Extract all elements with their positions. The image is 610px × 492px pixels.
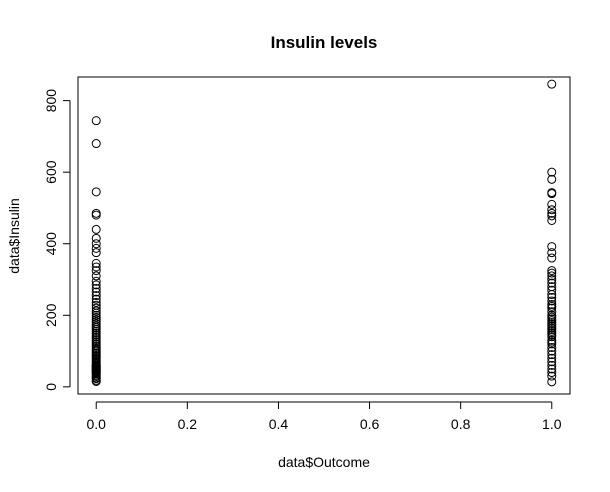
data-point [91, 315, 101, 325]
data-point [91, 294, 101, 304]
data-point [91, 224, 101, 234]
data-point [547, 377, 557, 387]
y-axis: 0 200 400 600 800 [43, 89, 71, 391]
data-point [91, 258, 101, 268]
data-point [547, 174, 557, 184]
data-point [91, 297, 101, 307]
data-point [91, 210, 101, 220]
data-point [547, 350, 557, 360]
data-point [547, 285, 557, 295]
data-point [91, 317, 101, 327]
data-point [547, 353, 557, 363]
data-point [547, 199, 557, 209]
data-point [91, 303, 101, 313]
data-point [547, 268, 557, 278]
data-point [547, 278, 557, 288]
data-point [91, 312, 101, 322]
data-point [91, 239, 101, 249]
data-point [547, 368, 557, 378]
data-point [547, 208, 557, 218]
plot-area-frame [77, 76, 571, 395]
y-tick-label: 0 [43, 383, 59, 391]
x-tick-label: 0.6 [360, 416, 380, 432]
data-point [547, 242, 557, 252]
chart-title: Insulin levels [271, 33, 378, 52]
data-point [547, 296, 557, 306]
data-point [547, 215, 557, 225]
data-point [547, 300, 557, 310]
data-point [547, 357, 557, 367]
data-point [91, 287, 101, 297]
x-tick-label: 1.0 [542, 416, 562, 432]
data-point [547, 346, 557, 356]
x-axis: 0.0 0.2 0.4 0.6 0.8 1.0 [86, 401, 562, 432]
x-tick-label: 0.4 [269, 416, 289, 432]
x-tick-label: 0.2 [178, 416, 198, 432]
data-point [91, 321, 101, 331]
data-point [547, 211, 557, 221]
data-point [91, 248, 101, 258]
y-tick-label: 800 [43, 89, 59, 113]
data-point [547, 253, 557, 263]
data-point [91, 276, 101, 286]
data-point [91, 291, 101, 301]
y-tick-label: 600 [43, 160, 59, 184]
data-point [547, 310, 557, 320]
data-point [547, 364, 557, 374]
data-point [91, 319, 101, 329]
data-point [547, 248, 557, 258]
data-point [91, 271, 101, 281]
data-point [91, 187, 101, 197]
data-point [547, 371, 557, 381]
data-point [91, 306, 101, 316]
data-point [91, 300, 101, 310]
data-points [91, 79, 557, 387]
data-point [547, 79, 557, 89]
data-point [547, 342, 557, 352]
data-point [547, 360, 557, 370]
y-axis-label: data$Insulin [6, 198, 22, 274]
data-point [547, 266, 557, 276]
data-point [91, 280, 101, 290]
x-tick-label: 0.8 [451, 416, 471, 432]
x-tick-label: 0.0 [86, 416, 106, 432]
data-point [91, 139, 101, 149]
data-point [547, 292, 557, 302]
data-point [547, 271, 557, 281]
data-point [547, 335, 557, 345]
data-point [547, 167, 557, 177]
data-point [91, 116, 101, 126]
y-tick-label: 200 [43, 303, 59, 327]
data-point [547, 307, 557, 317]
data-point [91, 243, 101, 253]
data-point [91, 266, 101, 276]
x-axis-label: data$Outcome [278, 454, 370, 470]
y-tick-label: 400 [43, 232, 59, 256]
data-point [91, 310, 101, 320]
data-point [91, 262, 101, 272]
data-point [547, 205, 557, 215]
data-point [547, 275, 557, 285]
data-point [91, 233, 101, 243]
data-point [91, 283, 101, 293]
data-point [547, 282, 557, 292]
data-point [547, 188, 557, 198]
data-point [91, 208, 101, 218]
